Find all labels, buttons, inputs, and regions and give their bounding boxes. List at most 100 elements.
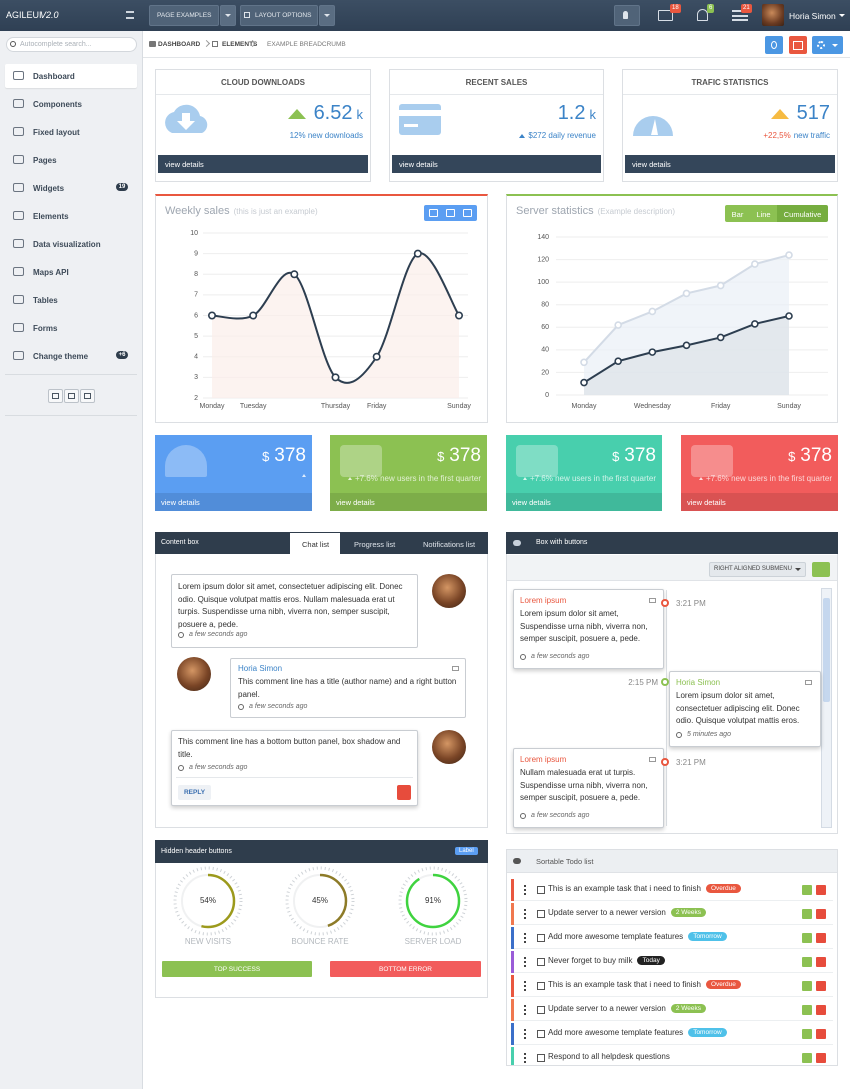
button[interactable] [330,961,481,977]
done-button[interactable] [802,1029,812,1039]
tab[interactable]: Notifications list [423,540,476,549]
chart-mode-label[interactable]: Cumulative [783,210,822,219]
button[interactable] [162,961,312,977]
delete-button[interactable] [816,909,826,919]
done-button[interactable] [802,981,812,991]
delete-button[interactable] [816,1029,826,1039]
icon-button[interactable] [64,389,79,403]
details-bar[interactable] [158,155,368,173]
timeline-dot [661,599,669,607]
tile-footer[interactable] [330,493,487,511]
details-link[interactable]: view details [687,498,726,507]
done-button[interactable] [802,885,812,895]
tile-value: 378 [274,445,306,466]
box-header [155,840,488,863]
todo-text-row: Add more awesome template features Tomorr… [548,1028,727,1037]
details-link[interactable]: view details [165,160,204,169]
header-button-label: LAYOUT OPTIONS [255,12,312,19]
done-button[interactable] [802,1005,812,1015]
menu-item[interactable]: Tables [33,296,58,305]
list-icon [732,10,748,21]
header-button[interactable] [240,5,318,26]
checkbox[interactable] [537,982,545,990]
menu-item[interactable]: Data visualization [33,240,101,249]
breadcrumb-item[interactable]: DASHBOARD [158,41,201,48]
chart-mode-label[interactable]: Line [756,210,771,219]
delete-button[interactable] [816,1005,826,1015]
checkbox[interactable] [537,910,545,918]
done-button[interactable] [802,933,812,943]
active-tab[interactable] [290,533,340,555]
settings-button[interactable] [812,36,843,54]
delete-button[interactable] [816,957,826,967]
details-link[interactable]: view details [632,160,671,169]
delete-button[interactable] [816,885,826,895]
delete-button[interactable] [816,933,826,943]
checkbox[interactable] [537,958,545,966]
todo-tag: Overdue [705,884,741,893]
details-link[interactable]: view details [336,498,375,507]
delete-button[interactable] [816,1053,826,1063]
chart-mode-button[interactable] [750,205,777,222]
checkbox[interactable] [537,1006,545,1014]
details-link[interactable]: view details [399,160,438,169]
details-bar[interactable] [625,155,835,173]
dropdown-label[interactable]: RIGHT ALIGNED SUBMENU [714,566,792,572]
done-button[interactable] [802,909,812,919]
box-title: Content box [161,539,199,546]
icon-button[interactable] [48,389,63,403]
chart-mode-label[interactable]: Bar [731,210,744,219]
done-button[interactable] [802,1053,812,1063]
menu-item[interactable]: Maps API [33,268,69,277]
menu-item[interactable]: Widgets [33,184,65,193]
button-label[interactable]: TOP SUCCESS [213,966,261,973]
up-icon [522,477,527,480]
tab[interactable]: Chat list [302,540,330,549]
checkbox[interactable] [537,1054,545,1062]
checkbox[interactable] [537,886,545,894]
todo-text-row: Update server to a newer version 2 Weeks [548,1004,707,1013]
tile-footer[interactable] [506,493,662,511]
dropdown[interactable] [709,562,806,577]
menu-item[interactable]: Change theme [33,352,89,361]
separator [5,374,137,375]
button-label[interactable]: BOTTOM ERROR [379,966,432,973]
menu-toggle[interactable] [126,11,134,19]
tile [155,435,312,511]
chart-mode-button[interactable] [777,205,828,222]
chart-mode-button[interactable] [725,205,750,222]
details-link[interactable]: view details [512,498,551,507]
menu-item[interactable]: Forms [33,324,58,333]
search-input[interactable] [6,37,137,52]
timeline-clock: 3:21 PM [676,599,706,608]
done-button[interactable] [802,957,812,967]
stat-title: CLOUD DOWNLOADS [221,78,305,87]
up-icon [519,133,526,138]
reply-button[interactable] [178,785,211,800]
icon-button[interactable] [812,562,830,577]
menu-item[interactable]: Fixed layout [33,128,80,137]
menu-item[interactable]: Components [33,100,82,109]
menu-item[interactable]: Elements [33,212,69,221]
details-link[interactable]: view details [161,498,200,507]
breadcrumb-item[interactable]: ELEMENTS [222,41,258,48]
details-bar[interactable] [392,155,601,173]
icon [463,209,472,217]
checkbox[interactable] [537,934,545,942]
tile-footer[interactable] [681,493,838,511]
breadcrumb-bar [143,31,850,58]
layout-icon [244,12,250,18]
tile-footer[interactable] [155,493,312,511]
icon-button[interactable] [80,389,95,403]
delete-button[interactable] [816,981,826,991]
header-button[interactable] [149,5,219,26]
checkbox[interactable] [537,1030,545,1038]
menu-item[interactable]: Pages [33,156,57,165]
delete-button[interactable] [397,785,411,800]
menu-item[interactable]: Dashboard [33,72,75,81]
tab[interactable]: Progress list [354,540,396,549]
comment-text: Lorem ipsum dolor sit amet, consectetuer… [178,582,403,629]
reply-label[interactable]: REPLY [183,789,206,796]
todo-text-row: Never forget to buy milk Today [548,956,665,965]
